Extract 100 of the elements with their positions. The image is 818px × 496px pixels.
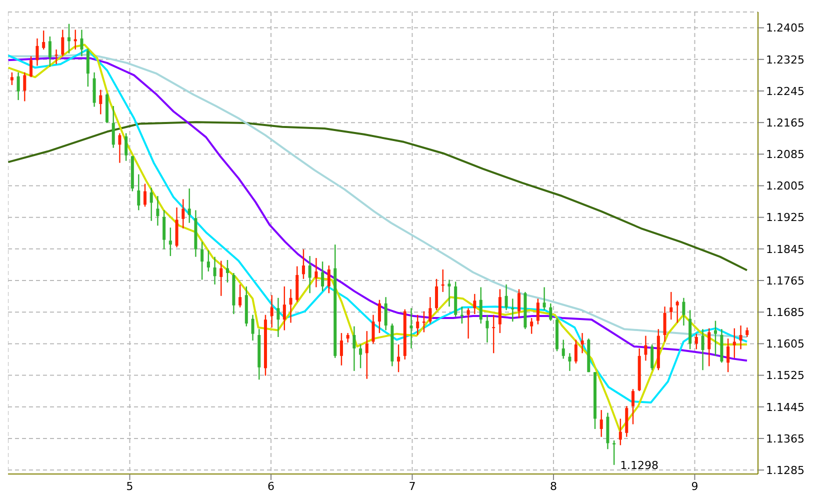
- candlestick: [530, 317, 534, 334]
- candlestick: [732, 328, 736, 359]
- candlestick: [726, 338, 730, 373]
- candlestick: [504, 284, 508, 311]
- y-tick-label: 1.2325: [766, 53, 804, 66]
- candlestick: [321, 260, 324, 292]
- candlestick: [644, 335, 648, 362]
- candlestick: [492, 314, 496, 354]
- annotation: 1.1298: [620, 458, 659, 472]
- candlestick: [289, 288, 292, 324]
- candlestick: [30, 56, 33, 78]
- candlestick: [276, 297, 280, 338]
- candlestick: [118, 132, 122, 164]
- candlestick: [650, 344, 654, 371]
- candlestick: [746, 326, 749, 338]
- candlestick: [618, 418, 622, 446]
- candlestick: [168, 227, 172, 257]
- candlestick: [42, 30, 46, 50]
- y-tick-label: 1.1845: [766, 242, 804, 256]
- y-tick-label: 1.1605: [766, 338, 804, 351]
- candlestick: [600, 409, 603, 438]
- candlestick: [410, 308, 413, 350]
- candlestick: [574, 339, 578, 364]
- candlestick: [378, 299, 381, 334]
- candlestick: [701, 328, 704, 371]
- candlestick: [80, 29, 84, 57]
- candlestick: [670, 291, 673, 320]
- candlestick: [416, 314, 420, 336]
- candlestick: [714, 320, 717, 357]
- candlestick: [206, 250, 210, 272]
- candlestick: [397, 344, 400, 373]
- x-tick-label: 9: [691, 480, 698, 493]
- candlestick: [327, 264, 330, 294]
- candlestick: [479, 286, 482, 324]
- candlestick: [568, 352, 572, 372]
- candlestick: [213, 256, 216, 286]
- candlestick: [112, 105, 115, 148]
- candlestick: [384, 296, 388, 331]
- candlestick: [676, 300, 679, 324]
- x-tick-label: 7: [408, 480, 416, 493]
- y-tick-label: 1.1765: [766, 274, 804, 288]
- candlestick: [631, 388, 634, 425]
- candlestick: [124, 132, 128, 162]
- x-tick-label: 5: [126, 480, 134, 493]
- candlestick: [48, 36, 52, 68]
- candlestick: [518, 288, 521, 319]
- y-tick-label: 1.2165: [766, 116, 804, 130]
- line-series: [8, 121, 748, 272]
- y-tick-label: 1.1925: [766, 211, 804, 224]
- candlestick: [314, 257, 318, 288]
- candlestick: [282, 286, 286, 331]
- candlestick: [74, 29, 77, 50]
- candlestick: [511, 298, 514, 322]
- y-tick-label: 1.1365: [766, 432, 804, 446]
- candlestick: [694, 333, 698, 350]
- candlestick: [144, 183, 146, 208]
- candlestick: [16, 72, 20, 101]
- candlestick: [428, 296, 432, 324]
- candlestick: [220, 260, 223, 297]
- candlestick: [346, 332, 350, 344]
- candlestick: [308, 255, 312, 294]
- candlestick: [182, 198, 185, 229]
- candlestick: [302, 248, 305, 280]
- candlestick: [448, 279, 451, 308]
- candlestick: [682, 297, 686, 326]
- y-tick-label: 1.2405: [766, 22, 804, 35]
- candlestick: [422, 310, 426, 333]
- candlestick: [340, 332, 343, 366]
- candlestick: [580, 332, 584, 354]
- candlestick: [226, 259, 229, 284]
- candlestick: [562, 339, 565, 360]
- y-tick-label: 1.2245: [766, 84, 804, 98]
- candlestick: [270, 294, 274, 328]
- candlestick: [473, 293, 476, 315]
- candlestick: [188, 188, 191, 224]
- candlestick: [352, 326, 356, 372]
- candlestick: [54, 48, 58, 65]
- candlestick: [549, 302, 552, 322]
- candlestick: [150, 187, 153, 222]
- candlestick: [99, 89, 102, 115]
- candlestick: [359, 344, 362, 369]
- candlestick: [61, 29, 64, 57]
- candlestick: [200, 241, 204, 280]
- candlestick: [663, 306, 666, 342]
- candlestick: [10, 72, 14, 86]
- candlestick: [365, 330, 368, 380]
- y-tick-label: 1.1685: [766, 306, 804, 320]
- y-tick-label: 1.1445: [766, 400, 804, 414]
- candlestick: [238, 284, 242, 308]
- candlestick: [23, 72, 26, 102]
- candlestick: [435, 278, 438, 311]
- candlestick: [251, 314, 254, 342]
- candlestick: [612, 440, 616, 466]
- candlestick: [466, 308, 470, 340]
- candlestick: [162, 210, 166, 250]
- candlestick: [156, 195, 160, 226]
- y-tick-label: 1.1525: [766, 369, 804, 382]
- candlestick: [486, 314, 489, 344]
- candlestick: [739, 324, 742, 350]
- candlestick: [536, 298, 540, 325]
